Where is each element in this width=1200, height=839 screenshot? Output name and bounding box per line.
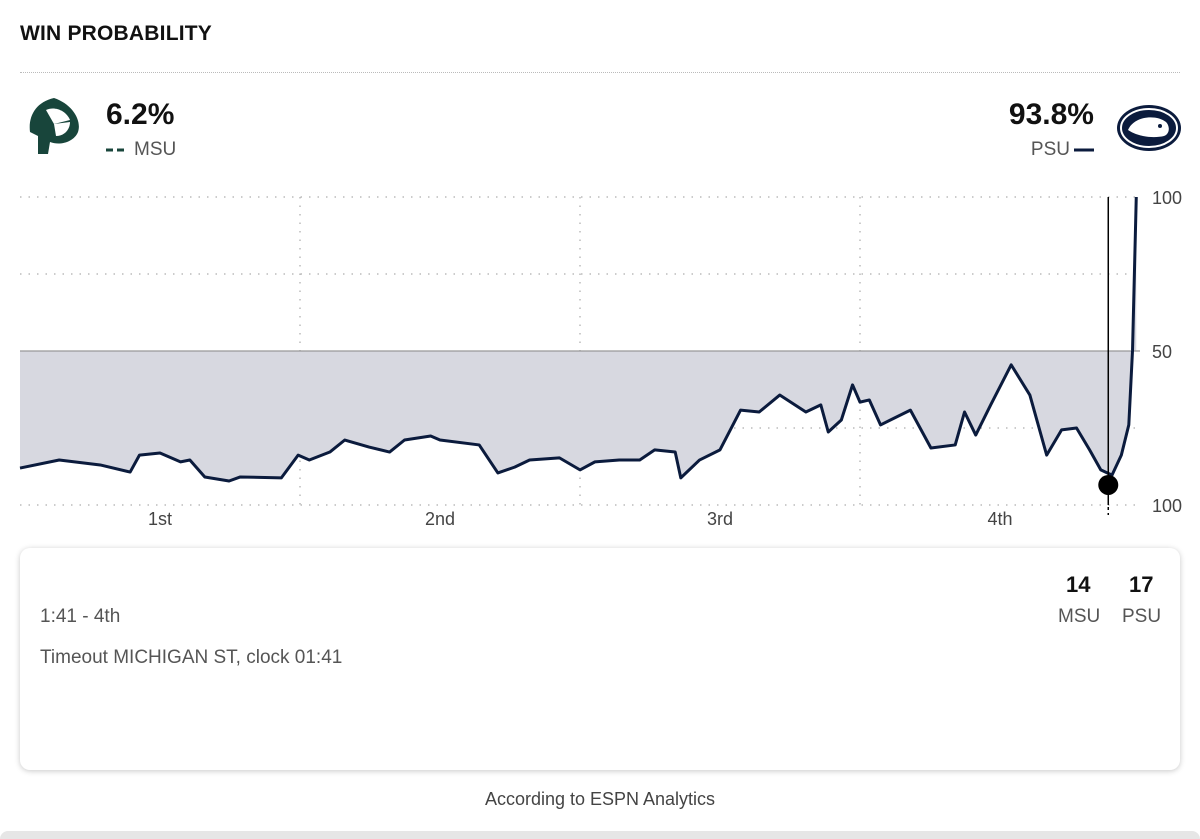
- y-tick-label: 100: [1152, 496, 1182, 516]
- current-marker: [1098, 474, 1119, 495]
- msu-score: 14: [1066, 572, 1091, 597]
- psu-abbr: PSU: [1030, 139, 1070, 160]
- area: [20, 197, 1137, 481]
- play-clock: 1:41 - 4th: [40, 606, 121, 627]
- psu-score: 17: [1129, 572, 1154, 597]
- x-tick-label: 1st: [148, 509, 172, 529]
- msu-probability: 6.2%: [106, 98, 175, 131]
- x-tick-label: 2nd: [425, 509, 455, 529]
- y-tick-label: 50: [1152, 342, 1172, 362]
- separator: [20, 72, 1180, 73]
- bottom-edge: [0, 831, 1200, 839]
- y-tick-label: 100: [1152, 188, 1182, 208]
- line: [19, 196, 1138, 483]
- play-description: Timeout MICHIGAN ST, clock 01:41: [40, 647, 343, 668]
- msu-score-label: MSU: [1058, 606, 1101, 627]
- footer: According to ESPN Analytics: [484, 789, 716, 809]
- play-card: 14 17 MSU PSU 1:41 - 4th Timeout MICHIGA…: [20, 548, 1180, 770]
- msu-abbr: MSU: [134, 139, 177, 160]
- msu-logo: [29, 98, 79, 154]
- psu-score-label: PSU: [1122, 606, 1162, 627]
- x-tick-label: 3rd: [707, 509, 733, 529]
- chart: 100 50 100 1st 2nd 3rd 4th: [19, 188, 1182, 529]
- psu-probability: 93.8%: [1008, 98, 1094, 131]
- x-tick-label: 4th: [987, 509, 1012, 529]
- psu-legend-line: [1074, 148, 1094, 152]
- msu-legend-line: [106, 148, 128, 152]
- psu-logo: [1117, 105, 1181, 151]
- title: WIN PROBABILITY: [20, 22, 212, 45]
